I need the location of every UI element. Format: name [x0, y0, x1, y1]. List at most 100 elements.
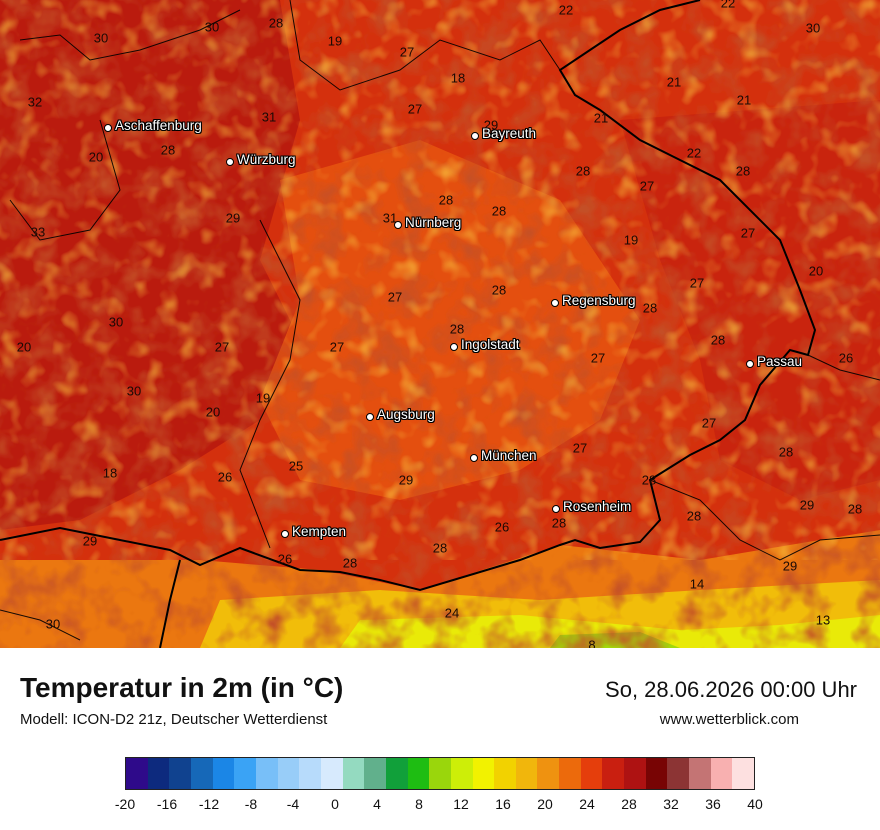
temperature-value: 22	[686, 145, 702, 161]
legend-tick-label: -8	[244, 796, 258, 812]
temperature-value: 18	[450, 70, 466, 86]
temperature-value: 26	[277, 551, 293, 567]
legend-tick-label: 32	[663, 796, 679, 812]
legend-swatch	[429, 758, 451, 789]
legend-swatch	[537, 758, 560, 789]
city-dot-icon	[551, 299, 559, 307]
temperature-value: 27	[214, 339, 230, 355]
temperature-value: 28	[438, 192, 454, 208]
temperature-value: 27	[387, 289, 403, 305]
temperature-value: 20	[205, 404, 221, 420]
legend-tick-label: 40	[747, 796, 763, 812]
temperature-field	[0, 0, 880, 648]
legend-swatch	[342, 758, 365, 789]
legend-swatch	[169, 758, 191, 789]
temperature-value: 28	[342, 555, 358, 571]
temperature-value: 28	[491, 203, 507, 219]
temperature-value: 22	[558, 2, 574, 18]
legend-swatch	[277, 758, 300, 789]
legend-tick-label: 4	[373, 796, 381, 812]
map-title: Temperatur in 2m (in °C)	[20, 672, 344, 703]
legend-tick-label: 36	[705, 796, 721, 812]
legend-swatch	[212, 758, 235, 789]
legend-tick-label: 12	[453, 796, 469, 812]
temperature-value: 21	[593, 110, 609, 126]
city-label: München	[481, 448, 537, 463]
temperature-value: 21	[666, 74, 682, 90]
city-label: Ingolstadt	[461, 337, 520, 352]
legend-swatch	[645, 758, 668, 789]
temperature-value: 20	[16, 339, 32, 355]
legend-swatch	[667, 758, 690, 789]
city-dot-icon	[552, 505, 560, 513]
legend-tick-label: 24	[579, 796, 595, 812]
temperature-value: 32	[27, 94, 43, 110]
temperature-value: 28	[432, 540, 448, 556]
forecast-datetime: So, 28.06.2026 00:00 Uhr	[605, 677, 857, 702]
legend-swatch	[190, 758, 213, 789]
map-footer: Temperatur in 2m (in °C) Modell: ICON-D2…	[0, 648, 880, 830]
city-dot-icon	[394, 221, 402, 229]
color-legend	[125, 757, 755, 790]
temperature-value: 26	[217, 469, 233, 485]
legend-swatch	[515, 758, 538, 789]
temperature-value: 30	[108, 314, 124, 330]
city-dot-icon	[470, 454, 478, 462]
legend-swatch	[494, 758, 516, 789]
city-label: Regensburg	[562, 293, 636, 308]
legend-ticks: -20 -16 -12 -8 -4 0 4 8 12 16 20 24 28 32 36 40	[115, 796, 763, 816]
temperature-value: 27	[740, 225, 756, 241]
legend-swatch	[147, 758, 170, 789]
legend-swatch	[710, 758, 733, 789]
legend-tick-label: 20	[537, 796, 553, 812]
legend-tick-label: 16	[495, 796, 511, 812]
temperature-value: 27	[329, 339, 345, 355]
legend-swatch	[559, 758, 581, 789]
temperature-value: 22	[720, 0, 736, 11]
temperature-value: 27	[701, 415, 717, 431]
temperature-value: 28	[710, 332, 726, 348]
city-dot-icon	[104, 124, 112, 132]
temperature-value: 28	[641, 472, 657, 488]
legend-tick-label: 0	[331, 796, 339, 812]
temperature-value: 28	[847, 501, 863, 517]
temperature-value: 28	[268, 15, 284, 31]
temperature-value: 29	[398, 472, 414, 488]
temperature-value: 13	[815, 612, 831, 628]
legend-tick-label: -16	[156, 796, 178, 812]
legend-tick-label: -4	[286, 796, 300, 812]
temperature-value: 28	[449, 321, 465, 337]
legend-tick-label: 28	[621, 796, 637, 812]
temperature-value: 28	[551, 515, 567, 531]
temperature-value: 27	[639, 178, 655, 194]
temperature-value: 21	[736, 92, 752, 108]
city-dot-icon	[746, 360, 754, 368]
temperature-value: 28	[160, 142, 176, 158]
temperature-value: 29	[782, 558, 798, 574]
city-label: Rosenheim	[563, 499, 632, 514]
temperature-value: 27	[399, 44, 415, 60]
website-link[interactable]: www.wetterblick.com	[659, 711, 799, 728]
legend-swatch	[580, 758, 603, 789]
legend-swatch	[624, 758, 646, 789]
temperature-value: 28	[686, 508, 702, 524]
temperature-value: 28	[778, 444, 794, 460]
legend-swatch	[450, 758, 473, 789]
temperature-value: 28	[642, 300, 658, 316]
temperature-value: 26	[494, 519, 510, 535]
temperature-value: 25	[288, 458, 304, 474]
temperature-value: 20	[808, 263, 824, 279]
temperature-value: 30	[204, 19, 220, 35]
legend-swatch	[364, 758, 386, 789]
city-label: Würzburg	[237, 152, 296, 167]
city-dot-icon	[366, 413, 374, 421]
legend-swatch	[407, 758, 430, 789]
city-dot-icon	[471, 132, 479, 140]
temperature-value: 18	[102, 465, 118, 481]
temperature-value: 30	[45, 616, 61, 632]
temperature-value: 29	[483, 117, 499, 133]
temperature-value: 33	[30, 224, 46, 240]
city-dot-icon	[226, 158, 234, 166]
temperature-value: 19	[623, 232, 639, 248]
